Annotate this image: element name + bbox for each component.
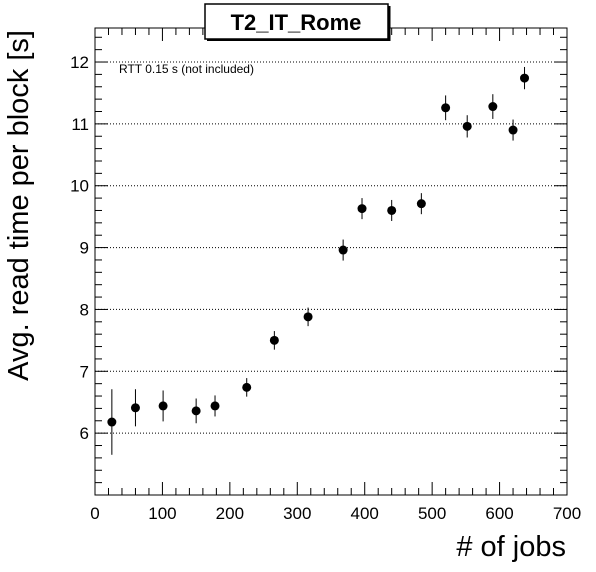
data-point [158,401,168,411]
y-tick-label: 12 [70,53,89,72]
data-point [210,401,220,411]
data-point [508,125,518,135]
title-box [204,3,389,40]
annotation: RTT 0.15 s (not included) [119,62,254,76]
x-tick-label: 300 [283,504,311,523]
x-axis-title: # of jobs [456,531,566,563]
grid-lines [95,61,567,434]
data-point [416,199,426,209]
data-point [269,335,279,345]
data-point [357,204,367,214]
plot-frame [94,27,568,496]
data-point [462,121,472,131]
data-point [191,406,201,416]
y-tick-label: 7 [80,362,89,381]
chart-title: T2_IT_Rome [231,10,362,35]
tick-labels: 6 7 8 9 10 11 12 0 100 200 300 400 500 600 700 [70,53,581,523]
y-tick-label: 11 [71,115,89,134]
y-tick-label: 8 [80,300,89,319]
x-tick-label: 400 [351,504,379,523]
y-tick-label: 10 [70,177,89,196]
data-point [387,205,397,215]
x-tick-label: 100 [148,504,176,523]
y-axis-title: Avg. read time per block [s] [3,30,35,381]
data-point [303,312,313,322]
data-point [107,417,117,427]
axis-ticks [94,28,568,496]
data-point [242,382,252,392]
data-point [441,103,451,113]
x-tick-label: 200 [216,504,244,523]
x-tick-label: 700 [553,504,581,523]
y-tick-label: 9 [80,239,89,258]
data-point [338,245,348,255]
data-point [520,73,530,83]
y-tick-label: 6 [80,424,89,443]
x-tick-label: 0 [90,504,99,523]
x-tick-label: 500 [418,504,446,523]
data-point [130,403,140,413]
x-tick-label: 600 [485,504,513,523]
data-point [488,102,498,112]
data-points [107,66,530,455]
